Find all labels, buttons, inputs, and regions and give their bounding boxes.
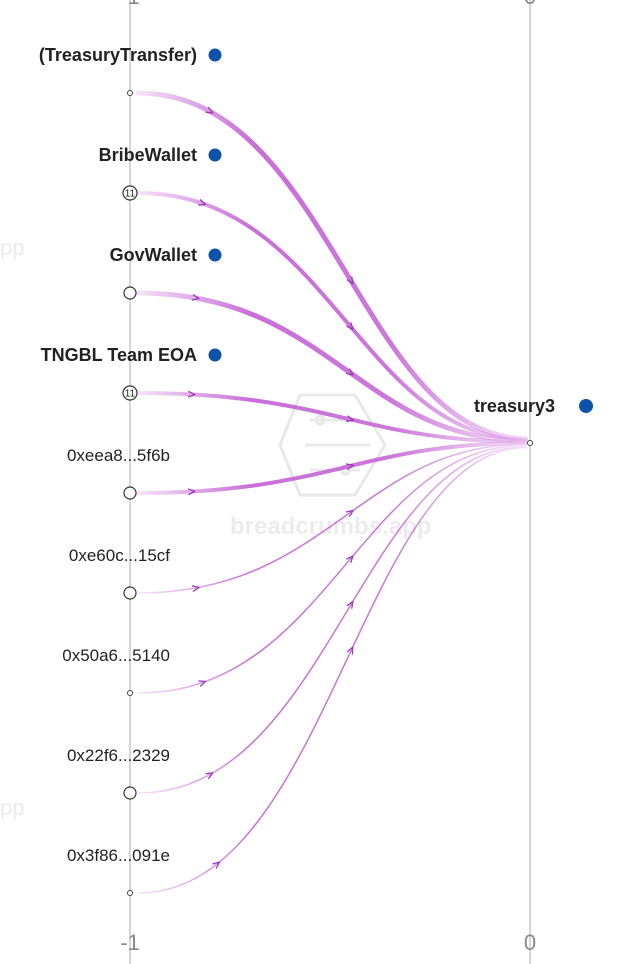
flow-edge[interactable] — [137, 447, 527, 894]
axis-tick-left-bottom: -1 — [120, 930, 140, 955]
flow-edge[interactable] — [137, 443, 527, 594]
edge-arrow-icon — [191, 585, 200, 592]
watermark: breadcrumbs.app pp pp — [0, 235, 431, 820]
source-label[interactable]: BribeWallet — [99, 145, 197, 165]
source-entity-dot[interactable] — [208, 248, 222, 262]
edge-arrow-icon — [187, 390, 196, 398]
edge-arrow-icon — [346, 276, 354, 285]
source-entity-dot[interactable] — [208, 348, 222, 362]
source-label[interactable]: 0x50a6...5140 — [62, 646, 170, 665]
edge-arrow-icon — [346, 415, 355, 422]
target-node[interactable] — [527, 440, 533, 446]
axis-tick-right-bottom: 0 — [524, 930, 536, 955]
flow-edge[interactable] — [136, 391, 528, 444]
source-label[interactable]: 0x22f6...2329 — [67, 746, 170, 765]
flow-edge[interactable] — [137, 445, 527, 794]
source-count-label: 11 — [125, 189, 136, 200]
source-node[interactable] — [127, 890, 133, 896]
source-node[interactable] — [127, 90, 133, 96]
watermark-edge-fragment: pp — [0, 235, 24, 260]
flow-edge[interactable] — [136, 441, 528, 495]
source-label[interactable]: 0xe60c...15cf — [69, 546, 170, 565]
edge-arrow-icon — [346, 322, 354, 331]
source-entity-dot[interactable] — [208, 148, 222, 162]
source-label[interactable]: 0xeea8...5f6b — [67, 446, 170, 465]
source-label[interactable]: (TreasuryTransfer) — [39, 45, 197, 65]
axis-tick-right-top: 0 — [524, 0, 536, 9]
source-node[interactable] — [127, 690, 133, 696]
node-layer: (TreasuryTransfer) 11 BribeWallet GovWallet… — [39, 45, 593, 896]
flow-edge[interactable] — [137, 444, 527, 694]
edge-arrow-icon — [198, 680, 207, 687]
edge-arrow-icon — [191, 294, 200, 301]
edge-arrow-icon — [346, 646, 354, 655]
source-label[interactable]: 0x3f86...091e — [67, 846, 170, 865]
flow-edge[interactable] — [135, 290, 529, 444]
edge-arrow-icon — [346, 600, 354, 609]
source-node[interactable] — [123, 286, 137, 300]
source-count-label: 11 — [125, 389, 136, 400]
edge-arrow-icon — [205, 106, 214, 114]
target-entity-dot[interactable] — [579, 399, 593, 413]
flow-edge[interactable] — [136, 191, 528, 442]
edge-arrow-icon — [345, 509, 354, 517]
edge-arrow-icon — [346, 555, 354, 564]
edge-arrow-icon — [205, 772, 214, 779]
source-node[interactable] — [123, 486, 137, 500]
edge-arrow-icon — [198, 199, 207, 206]
source-node[interactable] — [123, 586, 137, 600]
source-node-count[interactable] — [122, 385, 138, 401]
source-node[interactable] — [123, 786, 137, 800]
edge-layer — [135, 90, 529, 894]
source-node-count[interactable] — [122, 185, 138, 201]
axis-tick-left-top: -1 — [120, 0, 140, 9]
source-entity-dot[interactable] — [208, 48, 222, 62]
source-label[interactable]: TNGBL Team EOA — [41, 345, 197, 365]
edge-arrow-icon — [346, 463, 355, 470]
source-label[interactable]: GovWallet — [110, 245, 197, 265]
target-label[interactable]: treasury3 — [474, 396, 555, 416]
watermark-edge-fragment: pp — [0, 795, 24, 820]
edge-arrow-icon — [345, 368, 354, 376]
edge-arrow-icon — [212, 861, 221, 869]
flow-edge[interactable] — [135, 90, 529, 441]
edge-arrow-icon — [187, 488, 196, 496]
